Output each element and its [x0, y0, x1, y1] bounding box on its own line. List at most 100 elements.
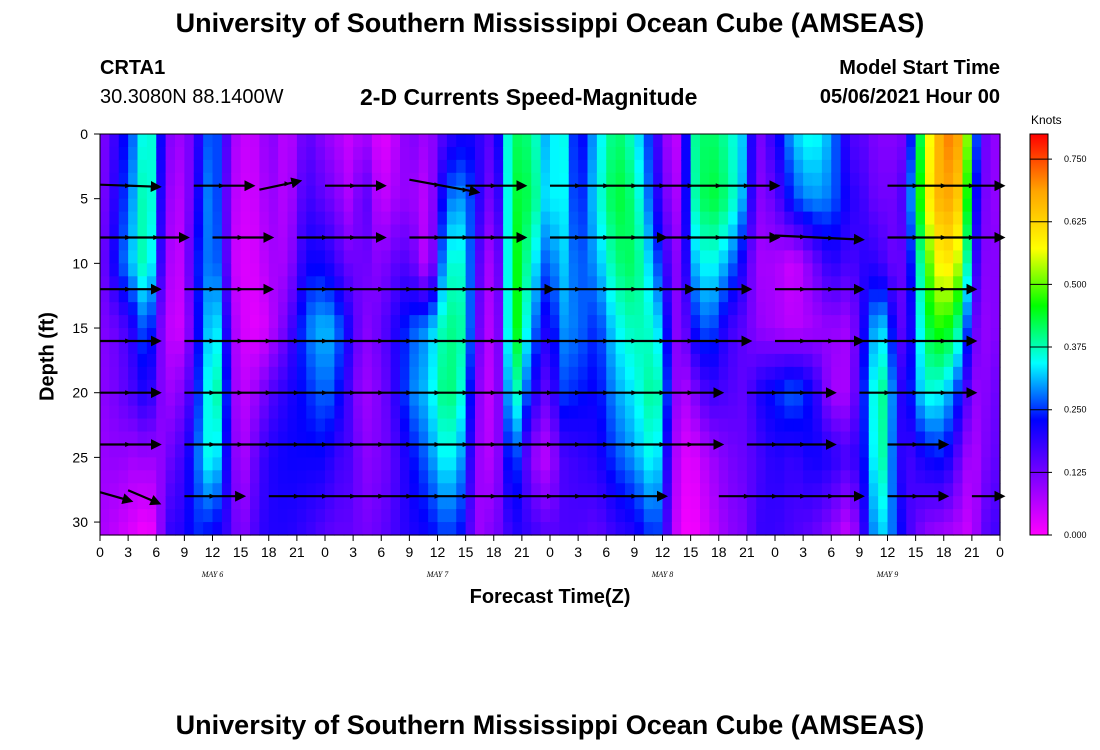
heat-cell — [100, 405, 110, 420]
heat-cell — [746, 172, 757, 187]
heat-cell — [550, 522, 560, 536]
heat-cell — [887, 302, 898, 316]
heat-cell — [259, 483, 270, 497]
heat-cell — [737, 276, 748, 290]
heat-cell — [700, 509, 710, 523]
heat-cell — [512, 185, 523, 200]
heat-cell — [212, 431, 223, 446]
heat-cell — [203, 328, 214, 342]
heat-cell — [559, 146, 570, 161]
heat-cell — [437, 237, 448, 252]
heat-cell — [137, 522, 148, 536]
heat-cell — [184, 250, 195, 264]
heat-cell — [971, 315, 982, 329]
heat-cell — [503, 328, 514, 342]
vector-mark — [322, 441, 328, 447]
heat-cell — [700, 172, 710, 187]
x-tick-label: 0 — [321, 544, 329, 560]
heat-cell — [259, 470, 270, 484]
heat-cell — [531, 328, 542, 342]
heat-cell — [840, 509, 851, 523]
heat-cell — [540, 289, 551, 303]
heat-cell — [493, 496, 504, 510]
heat-cell — [156, 405, 167, 420]
heat-cell — [259, 198, 270, 213]
heat-cell — [400, 470, 410, 484]
heat-cell — [681, 211, 692, 226]
heat-cell — [925, 496, 935, 510]
heat-cell — [165, 405, 176, 420]
heat-cell — [165, 483, 176, 497]
heat-cell — [896, 418, 907, 433]
vector-mark — [603, 183, 610, 189]
heat-cell — [475, 457, 485, 471]
vector-mark — [125, 234, 132, 240]
heat-cell — [934, 366, 945, 381]
heat-cell — [250, 340, 260, 355]
heat-cell — [446, 250, 457, 264]
heat-cell — [615, 496, 626, 510]
heat-cell — [746, 134, 757, 148]
heat-cell — [625, 509, 635, 523]
heat-cell — [793, 146, 804, 161]
heat-cell — [550, 250, 560, 264]
x-tick-label: 12 — [655, 544, 671, 560]
x-tick-label: 21 — [739, 544, 755, 560]
heat-cell — [493, 340, 504, 355]
heat-cell — [409, 302, 420, 316]
heat-cell — [428, 172, 439, 187]
heat-cell — [109, 522, 120, 536]
heat-cell — [521, 198, 532, 213]
heat-cell — [362, 146, 373, 161]
heat-cell — [165, 418, 176, 433]
x-tick-label: 21 — [964, 544, 980, 560]
heat-cell — [850, 522, 860, 536]
heat-cell — [118, 431, 129, 446]
heat-cell — [812, 250, 823, 264]
heat-cell — [409, 431, 420, 446]
heat-cell — [503, 224, 514, 239]
heat-cell — [896, 159, 907, 174]
heat-cell — [971, 276, 982, 290]
heat-cell — [278, 509, 289, 523]
heat-cell — [493, 431, 504, 446]
heat-cell — [953, 522, 964, 536]
heat-cell — [128, 315, 139, 329]
heat-cell — [428, 431, 439, 446]
heat-cell — [990, 302, 1001, 316]
heat-cell — [784, 405, 795, 420]
heat-cell — [746, 289, 757, 303]
heat-cell — [456, 353, 467, 368]
heat-cell — [287, 431, 298, 446]
x-tick-label: 0 — [771, 544, 779, 560]
heat-cell — [353, 224, 364, 239]
heat-cell — [971, 134, 982, 148]
heat-cell — [578, 340, 589, 355]
vector-mark — [575, 183, 582, 189]
heat-cell — [606, 340, 617, 355]
heat-cell — [531, 418, 542, 433]
heat-cell — [343, 237, 354, 252]
heat-cell — [850, 328, 860, 342]
heat-cell — [559, 237, 570, 252]
heat-cell — [625, 470, 635, 484]
heat-cell — [240, 405, 251, 420]
heat-cell — [278, 250, 289, 264]
heat-cell — [906, 418, 917, 433]
heat-cell — [221, 172, 232, 187]
heat-cell — [343, 431, 354, 446]
heat-cell — [137, 444, 148, 458]
heat-cell — [437, 522, 448, 536]
heat-cell — [259, 224, 270, 239]
heat-cell — [568, 353, 579, 368]
heat-cell — [550, 198, 560, 213]
heat-cell — [184, 431, 195, 446]
heat-cell — [681, 483, 692, 497]
heat-cell — [615, 172, 626, 187]
heat-cell — [690, 250, 701, 264]
x-tick-label: 3 — [124, 544, 132, 560]
heat-cell — [353, 198, 364, 213]
x-tick-label: 0 — [96, 544, 104, 560]
heat-cell — [175, 392, 185, 407]
heat-cell — [653, 379, 664, 394]
